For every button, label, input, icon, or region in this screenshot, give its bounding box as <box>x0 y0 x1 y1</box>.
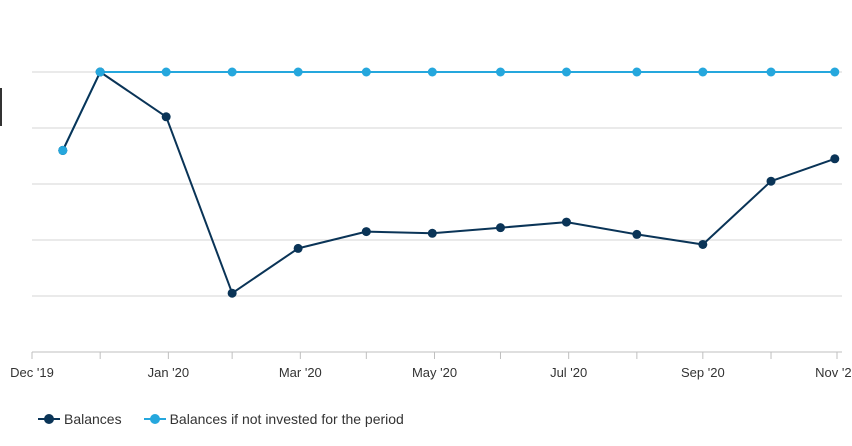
data-point <box>698 67 708 77</box>
data-point <box>561 217 571 227</box>
x-tick-label: Jul '20 <box>550 365 587 380</box>
data-point <box>227 288 237 298</box>
series-overlay-points <box>58 67 105 155</box>
data-point <box>632 229 642 239</box>
legend-marker-balances <box>38 413 60 425</box>
legend: Balances Balances if not invested for th… <box>38 409 404 429</box>
grid-lines <box>32 71 842 297</box>
data-point <box>161 67 171 77</box>
legend-label-balances-not-invested: Balances if not invested for the period <box>169 411 404 427</box>
data-point <box>698 239 708 249</box>
legend-item-balances[interactable]: Balances <box>38 411 122 427</box>
series-balances <box>58 67 840 298</box>
data-point <box>361 227 371 237</box>
data-point <box>361 67 371 77</box>
data-point <box>58 145 68 155</box>
legend-marker-balances-not-invested <box>143 413 166 425</box>
x-tick-label: Dec '19 <box>10 365 54 380</box>
data-point <box>227 67 237 77</box>
data-point <box>830 67 840 77</box>
x-tick-label: Nov '20 <box>815 365 852 380</box>
data-point <box>427 67 437 77</box>
data-point <box>95 67 105 77</box>
x-tick-label: Mar '20 <box>279 365 322 380</box>
x-axis-tick-labels: Dec '19 Jan '20 Mar '20 May '20 Jul '20 Sep '… <box>10 365 852 380</box>
scroll-edge-marker <box>0 88 2 126</box>
x-axis-ticks <box>31 352 838 359</box>
data-point <box>495 223 505 233</box>
data-point <box>766 67 776 77</box>
data-point <box>161 112 171 122</box>
data-point <box>561 67 571 77</box>
data-point <box>766 176 776 186</box>
data-point <box>830 154 840 164</box>
series-line <box>61 71 836 295</box>
data-point <box>293 243 303 253</box>
legend-label-balances: Balances <box>64 411 122 427</box>
data-point <box>495 67 505 77</box>
x-tick-label: Sep '20 <box>681 365 725 380</box>
data-point <box>427 228 437 238</box>
x-tick-label: May '20 <box>412 365 457 380</box>
x-tick-label: Jan '20 <box>148 365 190 380</box>
legend-item-balances-not-invested[interactable]: Balances if not invested for the period <box>143 411 404 427</box>
data-point <box>293 67 303 77</box>
series-group <box>58 67 840 298</box>
data-point <box>632 67 642 77</box>
series-line <box>61 71 835 151</box>
